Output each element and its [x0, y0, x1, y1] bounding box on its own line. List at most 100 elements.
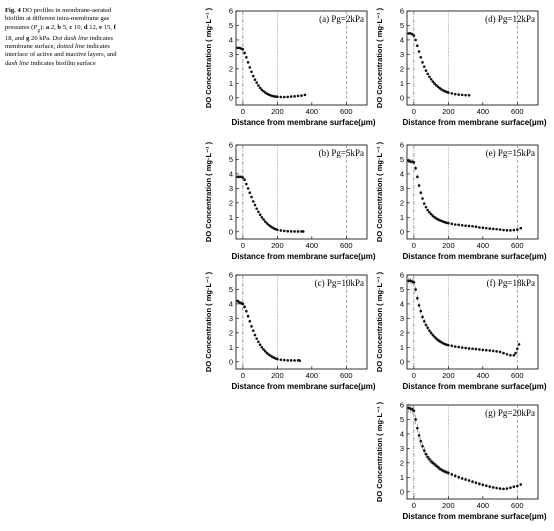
y-tick-label: 5: [229, 155, 233, 164]
data-point: [502, 487, 505, 491]
data-point: [435, 464, 438, 468]
data-point: [426, 326, 429, 330]
data-point: [495, 227, 498, 231]
data-point: [419, 439, 423, 443]
data-point: [478, 226, 481, 229]
data-point: [481, 226, 485, 230]
x-tick-label: 0: [241, 371, 245, 380]
data-point: [243, 178, 246, 182]
data-point: [431, 333, 435, 337]
data-point: [417, 304, 421, 307]
data-point: [478, 482, 481, 486]
y-tick-label: 2: [229, 328, 233, 337]
data-point: [246, 187, 250, 190]
data-point: [431, 214, 435, 218]
data-point: [255, 81, 258, 84]
data-point: [457, 476, 461, 479]
data-point: [422, 319, 426, 323]
y-tick-label: 6: [400, 401, 404, 410]
data-point: [253, 203, 257, 207]
data-point: [471, 480, 474, 483]
data-point: [260, 88, 264, 92]
x-axis-label: Distance from membrane surface(μm): [402, 382, 546, 391]
data-point: [260, 216, 264, 219]
data-point: [464, 478, 467, 481]
data-point: [293, 230, 296, 233]
data-point: [286, 229, 290, 233]
y-tick-label: 3: [229, 184, 233, 193]
y-axis-label: DO Concentration ( mg·L⁻¹ ): [204, 271, 213, 372]
data-point: [236, 299, 240, 303]
chart-panel-e: 0 1 2 3 4 5 6 0 200 400 600 Distance from membrane …: [371, 139, 547, 269]
data-point: [471, 347, 474, 351]
data-point: [258, 213, 262, 217]
data-point: [484, 348, 488, 352]
data-point: [453, 474, 457, 478]
x-tick-label: 200: [271, 371, 284, 380]
y-tick-label: 6: [229, 141, 233, 150]
data-point: [447, 221, 450, 225]
y-tick-label: 0: [400, 227, 404, 236]
y-axis-label: DO Concentration ( mg·L⁻¹ ): [204, 141, 213, 242]
y-tick-label: 5: [400, 285, 404, 294]
data-point: [253, 333, 257, 337]
data-point: [422, 202, 426, 205]
data-point: [243, 305, 246, 309]
x-tick-label: 0: [241, 107, 245, 116]
data-point: [265, 351, 269, 355]
y-tick-label: 1: [400, 343, 404, 352]
data-point: [436, 465, 440, 469]
data-point: [251, 200, 255, 203]
y-tick-label: 2: [400, 328, 404, 337]
data-point: [428, 329, 431, 332]
data-point: [246, 314, 250, 318]
caption-colon: ):: [40, 23, 46, 31]
y-tick-label: 2: [229, 64, 233, 73]
data-point: [253, 78, 257, 81]
data-point: [410, 32, 414, 36]
data-point: [421, 315, 424, 319]
data-point: [478, 348, 481, 351]
data-point: [460, 93, 464, 97]
panel-title: (e) Pg=15kPa: [486, 148, 535, 158]
data-point: [265, 222, 269, 225]
data-point: [286, 95, 290, 99]
y-tick-label: 6: [400, 271, 404, 280]
data-point: [248, 191, 252, 195]
data-point: [243, 51, 246, 55]
caption-symbol-subscript: g: [37, 27, 41, 34]
data-point: [457, 93, 461, 96]
data-point: [282, 358, 286, 362]
data-point: [426, 455, 429, 459]
data-point: [516, 347, 519, 351]
series-markers: [236, 299, 302, 362]
data-point: [514, 351, 517, 355]
data-point: [519, 226, 523, 230]
data-point: [289, 359, 293, 362]
data-point: [414, 38, 417, 42]
caption-dash-text: indicates biofilm surface: [30, 59, 96, 67]
data-point: [453, 223, 457, 226]
series-markers: [407, 403, 523, 491]
y-axis-label: DO Concentration ( mg·L⁻¹ ): [375, 7, 384, 108]
x-tick-label: 200: [271, 107, 284, 116]
y-tick-label: 4: [229, 299, 233, 308]
data-point: [467, 224, 471, 228]
data-point: [509, 486, 512, 490]
y-tick-label: 5: [400, 415, 404, 424]
data-point: [512, 485, 516, 489]
y-axis-label: DO Concentration ( mg·L⁻¹ ): [375, 271, 384, 372]
x-tick-label: 400: [477, 241, 490, 250]
data-point: [519, 483, 523, 486]
data-point: [276, 228, 279, 232]
x-tick-label: 400: [477, 371, 490, 380]
chart-svg-f: 0 1 2 3 4 5 6 0 200 400 600 Distance from membrane …: [375, 271, 547, 392]
data-point: [416, 296, 419, 300]
series-markers: [236, 46, 307, 99]
data-point: [262, 218, 265, 221]
data-point: [279, 95, 283, 99]
data-point: [464, 93, 467, 97]
x-axis-label: Distance from membrane surface(μm): [402, 252, 546, 261]
caption-panel-e: e: [99, 23, 103, 31]
chart-svg-b: 0 1 2 3 4 5 6 0 200 400 600 Distance from membrane …: [204, 141, 376, 262]
